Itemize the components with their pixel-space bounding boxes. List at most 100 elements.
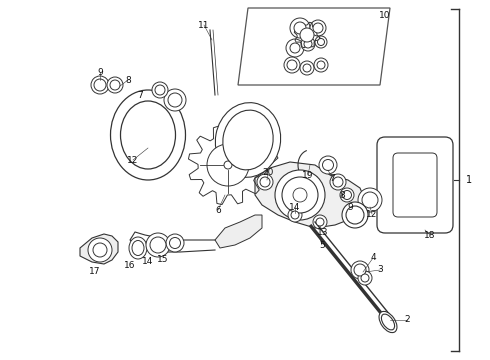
Circle shape bbox=[164, 89, 186, 111]
Circle shape bbox=[107, 77, 123, 93]
Circle shape bbox=[300, 61, 314, 75]
Text: 2: 2 bbox=[404, 315, 410, 324]
Circle shape bbox=[294, 22, 306, 34]
Circle shape bbox=[351, 261, 369, 279]
FancyBboxPatch shape bbox=[393, 153, 437, 217]
Circle shape bbox=[260, 177, 270, 187]
Polygon shape bbox=[238, 8, 390, 85]
Text: 4: 4 bbox=[370, 253, 376, 262]
Circle shape bbox=[146, 233, 170, 257]
Circle shape bbox=[315, 36, 327, 48]
Text: 13: 13 bbox=[317, 228, 329, 237]
Text: 5: 5 bbox=[319, 240, 325, 249]
Circle shape bbox=[155, 85, 165, 95]
Circle shape bbox=[287, 60, 297, 70]
Circle shape bbox=[220, 157, 236, 173]
Text: 8: 8 bbox=[339, 190, 345, 199]
Circle shape bbox=[290, 43, 300, 53]
Ellipse shape bbox=[379, 311, 397, 333]
Circle shape bbox=[330, 174, 346, 190]
Text: 7: 7 bbox=[329, 174, 335, 183]
FancyBboxPatch shape bbox=[377, 137, 453, 233]
Polygon shape bbox=[220, 138, 278, 165]
Polygon shape bbox=[189, 125, 268, 204]
Circle shape bbox=[284, 57, 300, 73]
Circle shape bbox=[152, 82, 168, 98]
Text: 20: 20 bbox=[262, 167, 274, 176]
Circle shape bbox=[288, 183, 312, 207]
Circle shape bbox=[291, 211, 299, 219]
Text: 15: 15 bbox=[157, 256, 169, 265]
Circle shape bbox=[314, 58, 328, 72]
Circle shape bbox=[301, 37, 315, 51]
Text: 17: 17 bbox=[89, 267, 101, 276]
Circle shape bbox=[313, 23, 323, 33]
Circle shape bbox=[317, 61, 325, 69]
Text: 9: 9 bbox=[97, 68, 103, 77]
Circle shape bbox=[342, 202, 368, 228]
Ellipse shape bbox=[132, 240, 144, 256]
Circle shape bbox=[322, 159, 334, 171]
Circle shape bbox=[288, 208, 302, 222]
Circle shape bbox=[358, 271, 372, 285]
Polygon shape bbox=[80, 234, 118, 264]
Circle shape bbox=[313, 215, 327, 229]
Ellipse shape bbox=[215, 103, 281, 177]
Circle shape bbox=[110, 80, 120, 90]
Text: 18: 18 bbox=[424, 230, 436, 239]
Circle shape bbox=[304, 40, 312, 48]
Circle shape bbox=[170, 238, 180, 248]
Circle shape bbox=[150, 237, 166, 253]
Ellipse shape bbox=[111, 90, 186, 180]
Text: 8: 8 bbox=[125, 76, 131, 85]
Text: 14: 14 bbox=[142, 257, 154, 266]
Text: 19: 19 bbox=[302, 171, 314, 180]
Text: 3: 3 bbox=[377, 266, 383, 274]
Ellipse shape bbox=[121, 101, 175, 169]
Circle shape bbox=[168, 93, 182, 107]
Ellipse shape bbox=[129, 237, 147, 259]
Circle shape bbox=[94, 79, 106, 91]
Circle shape bbox=[166, 234, 184, 252]
Circle shape bbox=[343, 190, 351, 199]
Text: 12: 12 bbox=[367, 210, 378, 219]
Circle shape bbox=[333, 177, 343, 187]
Circle shape bbox=[319, 156, 337, 174]
Polygon shape bbox=[294, 22, 320, 48]
Circle shape bbox=[318, 39, 324, 45]
Circle shape bbox=[275, 170, 325, 220]
Circle shape bbox=[207, 144, 249, 186]
Circle shape bbox=[340, 188, 354, 202]
Circle shape bbox=[310, 20, 326, 36]
Text: 16: 16 bbox=[124, 261, 136, 270]
Circle shape bbox=[361, 274, 369, 282]
Circle shape bbox=[93, 243, 107, 257]
Circle shape bbox=[293, 188, 307, 202]
Circle shape bbox=[358, 188, 382, 212]
Circle shape bbox=[346, 206, 364, 224]
Text: 6: 6 bbox=[215, 206, 221, 215]
Circle shape bbox=[300, 28, 314, 42]
Ellipse shape bbox=[223, 110, 273, 170]
Polygon shape bbox=[215, 215, 262, 248]
Circle shape bbox=[282, 177, 318, 213]
Text: 12: 12 bbox=[127, 156, 139, 165]
Circle shape bbox=[91, 76, 109, 94]
Circle shape bbox=[224, 161, 232, 169]
Circle shape bbox=[354, 264, 366, 276]
Text: 7: 7 bbox=[137, 90, 143, 99]
Text: 9: 9 bbox=[347, 202, 353, 212]
Circle shape bbox=[257, 174, 273, 190]
Circle shape bbox=[316, 218, 324, 226]
Polygon shape bbox=[255, 162, 365, 228]
Circle shape bbox=[303, 64, 311, 72]
Text: 14: 14 bbox=[289, 202, 301, 212]
Circle shape bbox=[286, 39, 304, 57]
Circle shape bbox=[290, 18, 310, 38]
Text: 11: 11 bbox=[198, 21, 210, 30]
Text: 10: 10 bbox=[379, 10, 391, 19]
Ellipse shape bbox=[381, 314, 394, 330]
Circle shape bbox=[88, 238, 112, 262]
Circle shape bbox=[362, 192, 378, 208]
Text: 1: 1 bbox=[466, 175, 472, 185]
